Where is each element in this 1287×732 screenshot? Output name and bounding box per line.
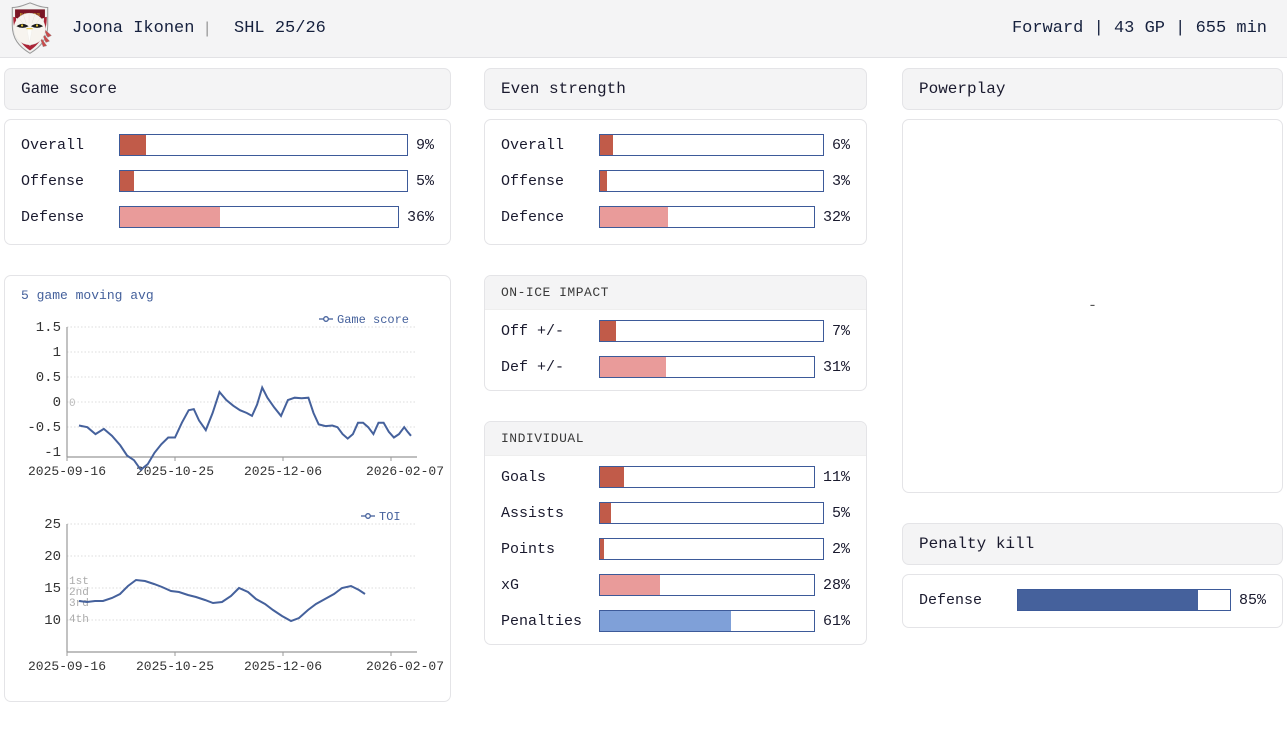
svg-text:Game score: Game score bbox=[337, 313, 409, 327]
svg-text:-0.5: -0.5 bbox=[27, 420, 61, 436]
svg-text:1.5: 1.5 bbox=[36, 320, 61, 336]
svg-text:20: 20 bbox=[44, 549, 61, 565]
svg-text:2025-12-06: 2025-12-06 bbox=[244, 464, 322, 479]
svg-text:25: 25 bbox=[44, 517, 61, 533]
svg-text:2026-02-07: 2026-02-07 bbox=[366, 464, 444, 479]
svg-text:2026-02-07: 2026-02-07 bbox=[366, 659, 444, 674]
svg-text:1: 1 bbox=[53, 345, 61, 361]
svg-text:-1: -1 bbox=[44, 445, 61, 461]
svg-text:2025-10-25: 2025-10-25 bbox=[136, 464, 214, 479]
svg-text:2025-10-25: 2025-10-25 bbox=[136, 659, 214, 674]
svg-text:3rd: 3rd bbox=[69, 598, 89, 610]
svg-text:0: 0 bbox=[53, 395, 61, 411]
svg-text:10: 10 bbox=[44, 613, 61, 629]
svg-text:0.5: 0.5 bbox=[36, 370, 61, 386]
svg-text:0: 0 bbox=[69, 398, 76, 410]
svg-text:4th: 4th bbox=[69, 614, 89, 626]
svg-text:2025-12-06: 2025-12-06 bbox=[244, 659, 322, 674]
svg-text:15: 15 bbox=[44, 581, 61, 597]
svg-text:TOI: TOI bbox=[379, 510, 401, 524]
svg-text:2025-09-16: 2025-09-16 bbox=[28, 464, 106, 479]
svg-text:2025-09-16: 2025-09-16 bbox=[28, 659, 106, 674]
